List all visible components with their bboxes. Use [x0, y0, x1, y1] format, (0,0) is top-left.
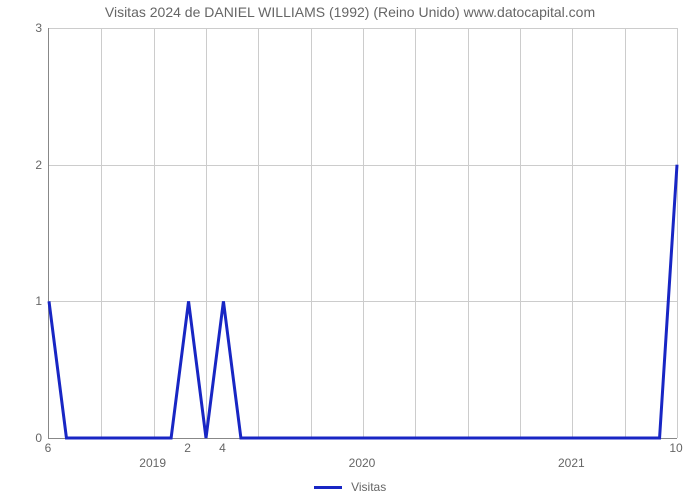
legend-label: Visitas [351, 480, 386, 494]
data-point-label: 4 [219, 441, 226, 455]
x-tick-label: 2020 [349, 456, 376, 470]
y-tick-label: 1 [12, 294, 42, 308]
x-tick-label: 2021 [558, 456, 585, 470]
legend-swatch [314, 486, 342, 489]
line-series [49, 28, 677, 438]
y-tick-label: 0 [12, 431, 42, 445]
y-tick-label: 2 [12, 158, 42, 172]
x-tick-label: 2019 [139, 456, 166, 470]
chart-title: Visitas 2024 de DANIEL WILLIAMS (1992) (… [0, 4, 700, 20]
data-point-label: 2 [184, 441, 191, 455]
data-point-label: 6 [45, 441, 52, 455]
y-tick-label: 3 [12, 21, 42, 35]
legend: Visitas [0, 480, 700, 494]
data-point-label: 10 [669, 441, 682, 455]
grid-line-v [677, 28, 678, 438]
chart-container: Visitas 2024 de DANIEL WILLIAMS (1992) (… [0, 0, 700, 500]
plot-area [48, 28, 677, 439]
